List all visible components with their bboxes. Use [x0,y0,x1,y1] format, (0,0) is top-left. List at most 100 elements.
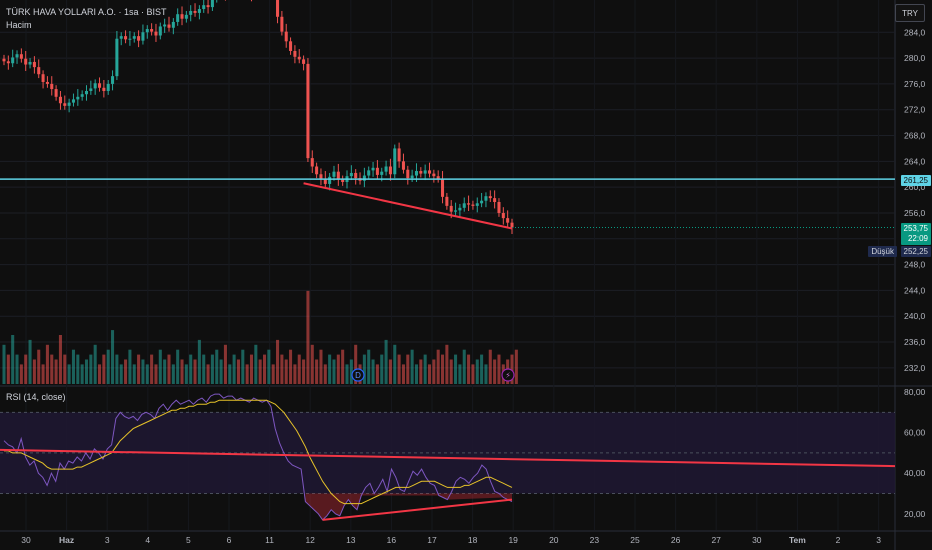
candle-body [462,203,466,208]
candle-body [167,24,171,28]
volume-bar [310,344,314,384]
price-tick-label: 232,0 [904,363,926,373]
volume-bar [98,364,102,384]
rsi-tick-label: 60,00 [904,428,926,438]
volume-bar [423,354,427,384]
time-tick-label: 30 [21,535,31,545]
volume-bar [119,364,123,384]
candle-body [375,167,379,175]
candle-body [441,178,445,197]
volume-bar [467,354,471,384]
volume-bar [210,354,214,384]
candle-body [423,170,427,174]
candle-body [150,29,154,32]
candle-body [111,76,115,84]
volume-bar [458,364,462,384]
volume-bar [228,364,232,384]
volume-bar [193,359,197,384]
candle-body [197,9,201,13]
candle-body [115,38,119,77]
time-tick-label: 6 [227,535,232,545]
candle-body [158,26,162,36]
volume-bar [63,354,67,384]
earnings-icon-glyph: ⚡ [505,371,511,380]
rsi-legend[interactable]: RSI (14, close) [6,392,66,402]
volume-bar [50,354,54,384]
volume-bar [176,349,180,384]
candle-body [93,83,97,89]
volume-bar [419,359,423,384]
time-tick-label: 3 [876,535,881,545]
volume-bar [167,354,171,384]
volume-bar [93,344,97,384]
time-tick-label: 19 [508,535,518,545]
volume-bar [336,354,340,384]
candle-body [362,175,366,181]
volume-bar [54,359,58,384]
time-tick-label: 18 [468,535,478,545]
candle-body [163,24,167,27]
candle-body [280,16,284,32]
candle-body [410,175,414,179]
candle-body [323,178,327,184]
time-tick-label: 20 [549,535,559,545]
candle-body [124,36,128,40]
candle-body [19,54,23,59]
volume-bar [254,344,258,384]
volume-bar [189,354,193,384]
rsi-support-trend-line [322,498,513,521]
candle-body [371,167,375,171]
price-tick-label: 256,0 [904,208,926,218]
volume-bar [111,330,115,384]
candle-body [45,81,49,84]
candle-body [501,212,505,219]
candle-body [24,58,28,65]
dividend-icon [351,368,365,382]
candle-body [388,166,392,175]
volume-bar [245,364,249,384]
volume-bar [67,364,71,384]
candle-body [11,57,15,64]
candle-body [354,172,358,179]
candle-body [28,61,32,65]
price-tick-label: 276,0 [904,79,926,89]
symbol-legend[interactable]: TÜRK HAVA YOLLARI A.O. · 1sa · BIST [6,7,167,17]
volume-bar [2,344,6,384]
candle-body [141,32,145,41]
candle-body [488,196,492,199]
candle-body [297,56,301,60]
volume-bar [115,354,119,384]
volume-bar [349,359,353,384]
volume-bar [271,364,275,384]
volume-bar [184,364,188,384]
volume-bar [219,359,223,384]
volume-bar [236,359,240,384]
currency-button[interactable]: TRY [895,4,925,22]
candle-body [493,198,497,203]
time-tick-label: 13 [346,535,356,545]
volume-bar [45,344,49,384]
candle-body [15,54,19,58]
volume-bar [32,359,36,384]
volume-bar [475,359,479,384]
time-tick-label: 11 [265,535,274,545]
price-tick-label: 236,0 [904,337,926,347]
volume-bar [202,354,206,384]
time-tick-label: 12 [305,535,315,545]
volume-legend[interactable]: Hacim [6,20,32,30]
volume-bar [306,290,310,384]
volume-bar [206,364,210,384]
volume-bar [215,349,219,384]
earnings-icon [501,368,515,382]
price-tick-label: 240,0 [904,311,926,321]
volume-bar [289,349,293,384]
volume-bar [267,349,271,384]
price-tick-label: 284,0 [904,27,926,37]
volume-bar [480,354,484,384]
candle-body [289,41,293,51]
candle-body [401,161,405,170]
volume-bar [80,364,84,384]
low-label-tag: Düşük [868,246,897,257]
candle-body [132,36,136,39]
